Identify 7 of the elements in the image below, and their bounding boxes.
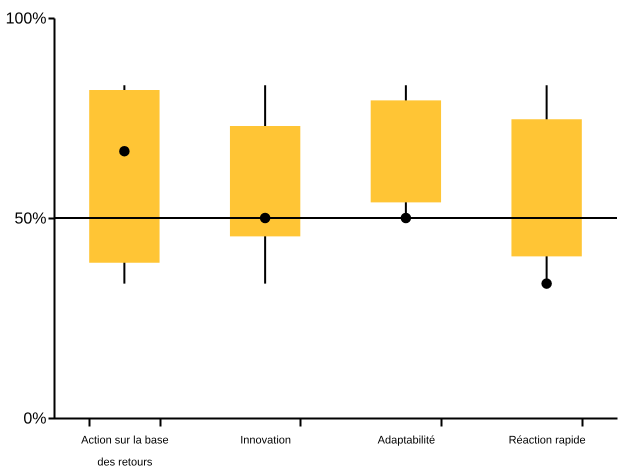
x-tick-label: Adaptabilité: [378, 434, 436, 446]
y-tick-label: 50%: [14, 210, 46, 228]
x-tick-label: Réaction rapide: [508, 434, 586, 446]
y-tick-label: 100%: [6, 10, 46, 28]
x-tick-label: Action sur la base des retours: [81, 434, 169, 468]
y-tick-label: 0%: [23, 410, 46, 428]
x-tick-label: Innovation: [240, 434, 292, 446]
